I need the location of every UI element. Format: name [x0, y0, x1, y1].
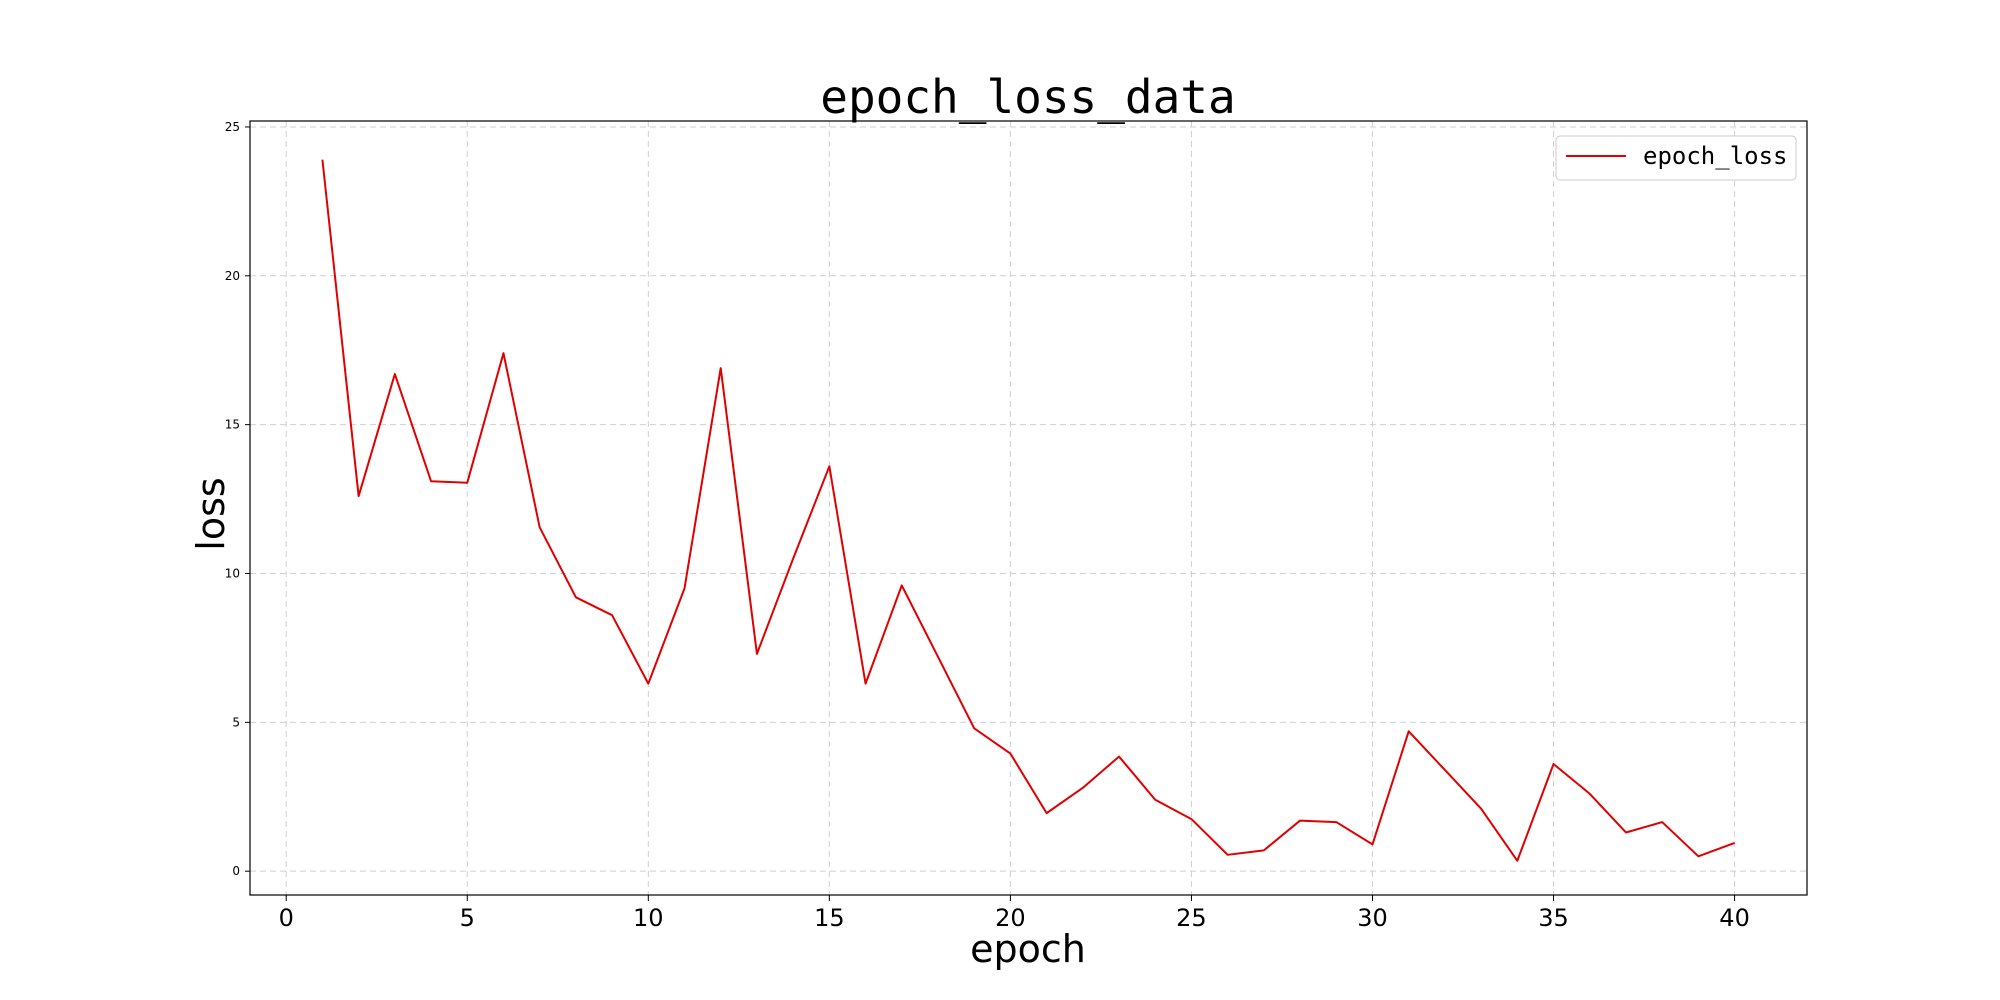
y-tick-label: 10: [225, 566, 240, 580]
plot-frame: [249, 120, 1808, 896]
series-line-epoch-loss: [321, 159, 1735, 862]
legend: epoch_loss: [1555, 135, 1797, 181]
y-tick-label: 5: [232, 715, 240, 729]
y-tick-label: 25: [225, 120, 240, 134]
x-tick-label: 15: [814, 904, 845, 932]
y-tick-label: 0: [232, 864, 240, 878]
x-tick-label: 5: [460, 904, 475, 932]
x-tick-label: 35: [1538, 904, 1569, 932]
y-tick-label: 15: [225, 418, 240, 432]
y-tick-label: 20: [225, 269, 240, 283]
x-tick-label: 20: [995, 904, 1026, 932]
legend-box: [1555, 135, 1797, 181]
x-tick-label: 10: [633, 904, 664, 932]
x-tick-label: 40: [1719, 904, 1750, 932]
chart-title: epoch_loss_data: [820, 70, 1235, 124]
x-tick-label: 30: [1357, 904, 1388, 932]
series-layer: [321, 159, 1735, 862]
x-axis-label: epoch: [970, 927, 1086, 971]
x-tick-label: 25: [1176, 904, 1207, 932]
y-axis-label: loss: [189, 477, 233, 550]
legend-label-epoch-loss: epoch_loss: [1643, 142, 1788, 170]
axis-ticks: 0 5 10 15 20 25 30 35 40 0 5 10 15 20 25: [225, 120, 1750, 932]
grid: [250, 121, 1807, 895]
x-tick-label: 0: [279, 904, 294, 932]
